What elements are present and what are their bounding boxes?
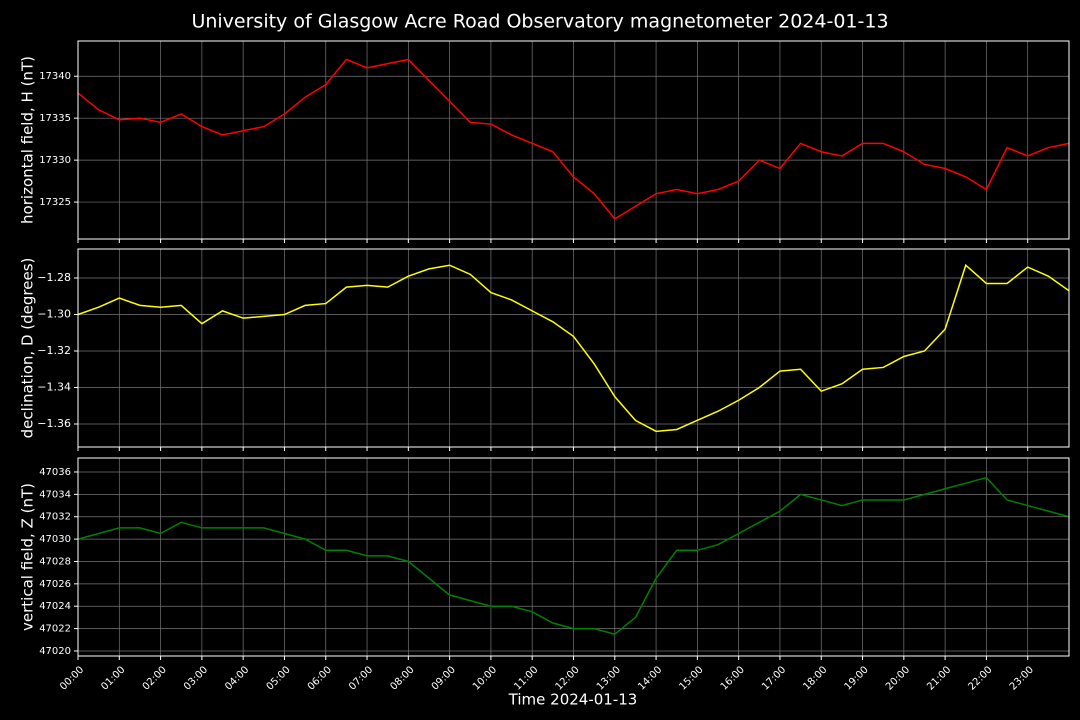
y-axis-label: vertical field, Z (nT) bbox=[19, 483, 37, 631]
data-line bbox=[77, 263, 1070, 433]
data-line bbox=[77, 476, 1070, 636]
plot-frame bbox=[77, 457, 1070, 657]
x-tick-label: 09:00 bbox=[430, 664, 458, 692]
y-tick-label: 47020 bbox=[39, 646, 71, 657]
x-tick-label: 05:00 bbox=[265, 664, 293, 692]
plot-frame bbox=[77, 40, 1070, 240]
data-line bbox=[77, 58, 1070, 220]
y-tick-label: 47034 bbox=[39, 489, 71, 500]
x-tick-label: 11:00 bbox=[512, 664, 540, 692]
y-axis-label: declination, D (degrees) bbox=[19, 258, 37, 439]
x-tick-label: 23:00 bbox=[1008, 664, 1036, 692]
y-tick-label: −1.32 bbox=[37, 344, 71, 357]
x-tick-label: 16:00 bbox=[719, 664, 747, 692]
x-tick-label: 15:00 bbox=[677, 664, 705, 692]
x-tick-label: 10:00 bbox=[471, 664, 499, 692]
y-tick-label: 47030 bbox=[39, 534, 71, 545]
y-axis-label: horizontal field, H (nT) bbox=[19, 56, 37, 224]
y-tick-label: 47026 bbox=[39, 579, 71, 590]
y-tick-label: 17335 bbox=[39, 113, 71, 124]
x-tick-label: 21:00 bbox=[925, 664, 953, 692]
x-tick-label: 19:00 bbox=[843, 664, 871, 692]
x-tick-label: 04:00 bbox=[223, 664, 251, 692]
x-tick-label: 08:00 bbox=[388, 664, 416, 692]
y-tick-label: 17330 bbox=[39, 155, 71, 166]
chart-title: University of Glasgow Acre Road Observat… bbox=[191, 11, 888, 33]
y-tick-label: −1.28 bbox=[37, 271, 71, 284]
y-tick-label: −1.34 bbox=[37, 381, 71, 394]
x-tick-label: 02:00 bbox=[141, 664, 169, 692]
x-tick-label: 20:00 bbox=[884, 664, 912, 692]
y-tick-label: −1.36 bbox=[37, 417, 71, 430]
y-tick-label: 47022 bbox=[39, 624, 71, 635]
x-tick-label: 03:00 bbox=[182, 664, 210, 692]
x-tick-label: 00:00 bbox=[58, 664, 86, 692]
y-tick-label: 17340 bbox=[39, 71, 71, 82]
x-tick-label: 18:00 bbox=[801, 664, 829, 692]
x-tick-label: 14:00 bbox=[636, 664, 664, 692]
y-tick-label: 47032 bbox=[39, 512, 71, 523]
x-tick-label: 06:00 bbox=[306, 664, 334, 692]
plot-frame bbox=[77, 248, 1070, 448]
x-tick-label: 22:00 bbox=[966, 664, 994, 692]
x-tick-label: 13:00 bbox=[595, 664, 623, 692]
x-tick-label: 01:00 bbox=[99, 664, 127, 692]
y-tick-label: −1.30 bbox=[37, 308, 71, 321]
x-axis-label: Time 2024-01-13 bbox=[508, 691, 638, 709]
x-tick-label: 12:00 bbox=[554, 664, 582, 692]
y-tick-label: 47024 bbox=[39, 601, 71, 612]
x-tick-label: 17:00 bbox=[760, 664, 788, 692]
y-tick-label: 47028 bbox=[39, 556, 71, 567]
x-tick-label: 07:00 bbox=[347, 664, 375, 692]
y-tick-label: 17325 bbox=[39, 197, 71, 208]
y-tick-label: 47036 bbox=[39, 467, 71, 478]
